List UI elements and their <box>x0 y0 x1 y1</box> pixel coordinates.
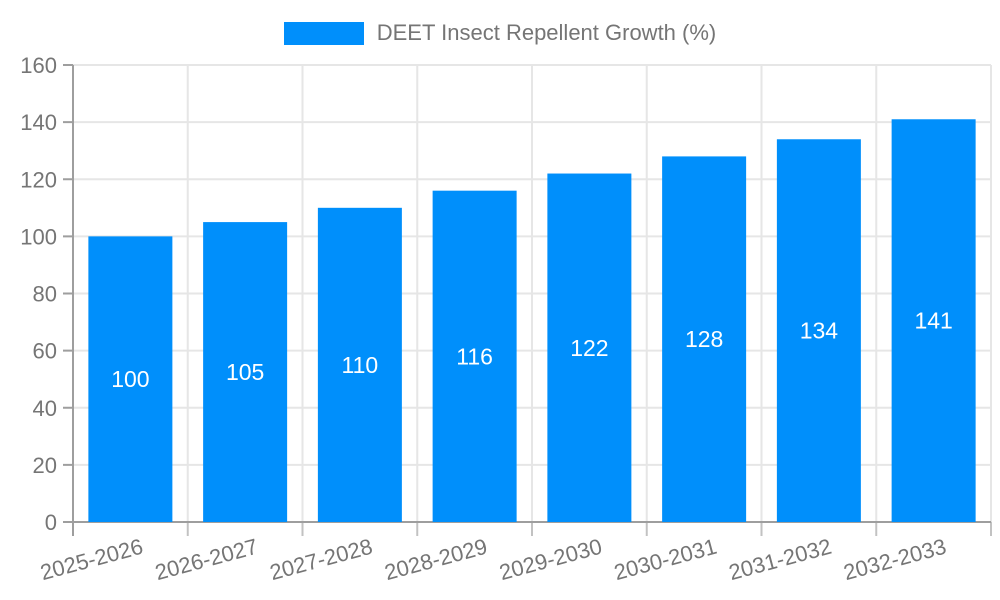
y-tick-label: 120 <box>20 167 57 192</box>
y-tick-label: 0 <box>45 510 57 535</box>
bar[interactable] <box>547 173 632 522</box>
x-tick-label: 2028-2029 <box>382 534 490 585</box>
bar-value-label: 128 <box>685 326 723 352</box>
bar[interactable] <box>317 207 402 522</box>
bar[interactable] <box>432 190 517 523</box>
bar-value-label: 105 <box>226 359 264 385</box>
x-tick-label: 2025-2026 <box>38 534 146 585</box>
y-tick-label: 60 <box>33 339 57 364</box>
x-tick-label: 2031-2032 <box>726 534 834 585</box>
legend-label: DEET Insect Repellent Growth (%) <box>376 20 717 45</box>
bar[interactable] <box>88 236 173 522</box>
bar-value-label: 116 <box>456 343 493 369</box>
bar-value-label: 110 <box>342 352 379 378</box>
y-tick-label: 140 <box>20 110 57 135</box>
bar[interactable] <box>776 139 861 522</box>
y-tick-label: 160 <box>20 53 57 78</box>
x-tick-label: 2030-2031 <box>611 534 719 585</box>
bar-value-label: 141 <box>914 308 952 334</box>
bar-value-label: 122 <box>570 335 608 361</box>
bar[interactable] <box>662 156 747 522</box>
x-tick-label: 2032-2033 <box>841 534 949 585</box>
y-tick-label: 40 <box>33 396 57 421</box>
bar-value-label: 100 <box>111 366 149 392</box>
bar[interactable] <box>203 222 288 522</box>
bar[interactable] <box>891 119 976 523</box>
legend-swatch <box>283 21 364 45</box>
bar-value-label: 134 <box>800 318 839 344</box>
x-tick-label: 2029-2030 <box>497 534 605 585</box>
y-tick-label: 80 <box>33 282 57 307</box>
x-tick-label: 2026-2027 <box>152 534 260 585</box>
y-tick-label: 100 <box>20 224 57 249</box>
y-tick-label: 20 <box>33 453 57 478</box>
legend-item[interactable]: DEET Insect Repellent Growth (%) <box>0 20 1000 46</box>
x-tick-label: 2027-2028 <box>267 534 375 585</box>
